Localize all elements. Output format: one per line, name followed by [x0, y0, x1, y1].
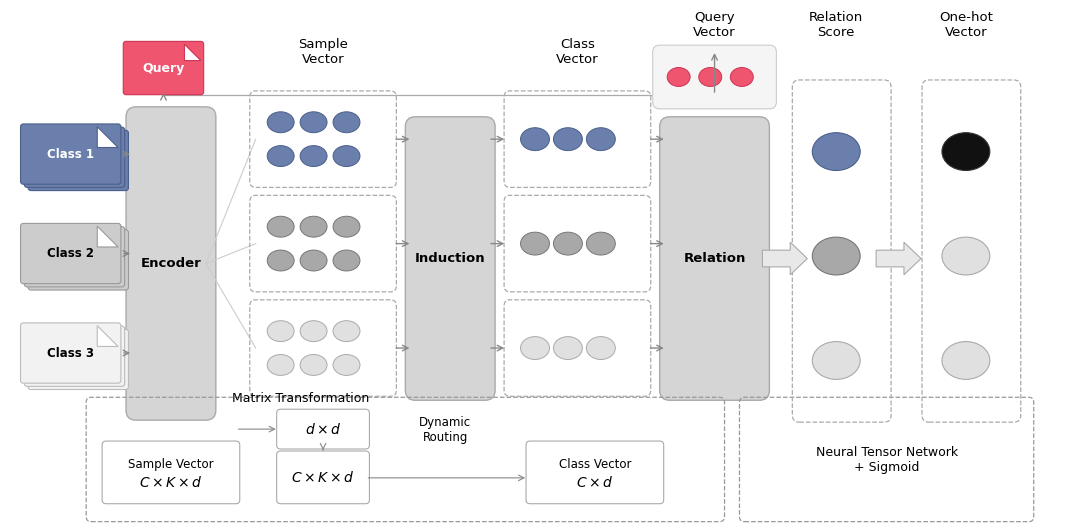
Ellipse shape — [553, 232, 582, 255]
FancyBboxPatch shape — [21, 323, 121, 383]
FancyBboxPatch shape — [25, 227, 124, 287]
Ellipse shape — [667, 67, 690, 86]
FancyBboxPatch shape — [126, 107, 216, 420]
FancyBboxPatch shape — [28, 329, 129, 390]
Ellipse shape — [553, 337, 582, 359]
Text: Relation: Relation — [684, 252, 745, 265]
Ellipse shape — [730, 67, 753, 86]
Text: Class 1: Class 1 — [48, 148, 94, 160]
Polygon shape — [185, 44, 201, 60]
Text: Matrix Transformation: Matrix Transformation — [232, 392, 369, 405]
Text: $d \times d$: $d \times d$ — [305, 422, 341, 437]
Ellipse shape — [300, 250, 327, 271]
Ellipse shape — [812, 133, 860, 170]
Text: Class 2: Class 2 — [48, 247, 94, 260]
Ellipse shape — [586, 337, 616, 359]
Ellipse shape — [521, 128, 550, 150]
FancyBboxPatch shape — [526, 441, 664, 504]
Ellipse shape — [333, 146, 360, 167]
Ellipse shape — [267, 216, 294, 237]
Text: Encoder: Encoder — [140, 257, 201, 270]
FancyBboxPatch shape — [660, 117, 769, 400]
Text: Class 3: Class 3 — [48, 347, 94, 360]
Polygon shape — [97, 226, 118, 247]
Polygon shape — [97, 127, 118, 147]
FancyBboxPatch shape — [21, 224, 121, 284]
Ellipse shape — [267, 250, 294, 271]
Text: Query: Query — [143, 62, 185, 75]
Ellipse shape — [521, 337, 550, 359]
FancyBboxPatch shape — [21, 124, 121, 184]
Ellipse shape — [300, 355, 327, 376]
Text: Sample
Vector: Sample Vector — [298, 38, 348, 66]
Ellipse shape — [942, 133, 990, 170]
Ellipse shape — [267, 321, 294, 341]
Text: Dynamic
Routing: Dynamic Routing — [419, 416, 471, 444]
Ellipse shape — [300, 112, 327, 133]
Ellipse shape — [300, 146, 327, 167]
Text: Class Vector: Class Vector — [558, 459, 631, 471]
Polygon shape — [876, 242, 921, 275]
Ellipse shape — [300, 216, 327, 237]
Text: One-hot
Vector: One-hot Vector — [939, 11, 993, 39]
Ellipse shape — [942, 341, 990, 379]
Ellipse shape — [333, 112, 360, 133]
Ellipse shape — [333, 321, 360, 341]
Text: Query
Vector: Query Vector — [693, 11, 735, 39]
Ellipse shape — [942, 237, 990, 275]
Ellipse shape — [267, 355, 294, 376]
FancyBboxPatch shape — [25, 326, 124, 386]
FancyBboxPatch shape — [123, 42, 204, 95]
FancyBboxPatch shape — [28, 130, 129, 190]
Text: Class
Vector: Class Vector — [556, 38, 598, 66]
Ellipse shape — [586, 232, 616, 255]
Ellipse shape — [521, 232, 550, 255]
Ellipse shape — [267, 112, 294, 133]
Text: Neural Tensor Network
+ Sigmoid: Neural Tensor Network + Sigmoid — [815, 446, 958, 474]
FancyBboxPatch shape — [276, 409, 369, 449]
Polygon shape — [762, 242, 808, 275]
FancyBboxPatch shape — [103, 441, 240, 504]
Text: Induction: Induction — [415, 252, 486, 265]
Ellipse shape — [300, 321, 327, 341]
FancyBboxPatch shape — [25, 127, 124, 187]
Ellipse shape — [586, 128, 616, 150]
Ellipse shape — [812, 237, 860, 275]
Text: $C \times d$: $C \times d$ — [576, 476, 613, 490]
Ellipse shape — [333, 355, 360, 376]
Text: $C \times K \times d$: $C \times K \times d$ — [139, 476, 203, 490]
Text: $C \times K \times d$: $C \times K \times d$ — [292, 470, 355, 485]
FancyBboxPatch shape — [28, 230, 129, 290]
Ellipse shape — [812, 341, 860, 379]
Text: Relation
Score: Relation Score — [809, 11, 863, 39]
Ellipse shape — [553, 128, 582, 150]
Ellipse shape — [267, 146, 294, 167]
Ellipse shape — [333, 250, 360, 271]
Ellipse shape — [699, 67, 721, 86]
FancyBboxPatch shape — [276, 451, 369, 504]
Text: Sample Vector: Sample Vector — [129, 459, 214, 471]
Ellipse shape — [333, 216, 360, 237]
FancyBboxPatch shape — [652, 45, 777, 109]
FancyBboxPatch shape — [405, 117, 495, 400]
Polygon shape — [97, 326, 118, 347]
